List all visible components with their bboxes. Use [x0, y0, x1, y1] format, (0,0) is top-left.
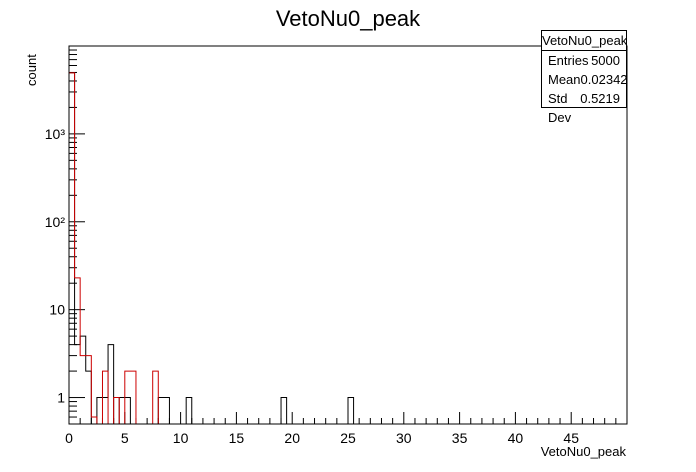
x-tick-label: 5 [121, 430, 129, 446]
chart-title: VetoNu0_peak [276, 6, 421, 31]
y-tick-label: 10³ [45, 126, 66, 142]
stats-row-entries: Entries 5000 [542, 51, 626, 70]
y-tick-label: 10² [45, 214, 66, 230]
y-axis-label: count [24, 54, 39, 86]
x-tick-label: 40 [508, 430, 524, 446]
stats-stddev-value: 0.5219 [580, 91, 620, 106]
x-tick-label: 45 [563, 430, 579, 446]
histogram-series-line-1 [69, 72, 627, 425]
histogram-series [69, 72, 627, 425]
stats-stddev-label: Std Dev [548, 91, 572, 125]
stats-row-mean: Mean 0.02342 [542, 70, 628, 89]
x-tick-label: 30 [396, 430, 412, 446]
x-axis-label: VetoNu0_peak [541, 444, 627, 459]
y-tick-label: 1 [57, 390, 65, 406]
stats-box: VetoNu0_peak Entries 5000 Mean 0.02342 S… [541, 30, 628, 125]
y-tick-label: 10 [49, 302, 65, 318]
x-tick-label: 35 [452, 430, 468, 446]
x-tick-label: 0 [65, 430, 73, 446]
stats-mean-label: Mean [548, 72, 581, 87]
axis-ticks: 0 5 10 15 20 25 30 35 40 45 1 10 10² 10³ [45, 45, 617, 446]
stats-title: VetoNu0_peak [542, 31, 627, 51]
plot-frame [68, 45, 628, 425]
x-tick-label: 15 [229, 430, 245, 446]
x-tick-label: 20 [284, 430, 300, 446]
stats-mean-value: 0.02342 [580, 72, 628, 87]
stats-row-stddev: Std Dev 0.5219 [542, 89, 626, 125]
stats-entries-label: Entries [548, 53, 589, 68]
x-tick-label: 25 [340, 430, 356, 446]
stats-entries-value: 5000 [591, 53, 620, 68]
x-tick-label: 10 [173, 430, 189, 446]
